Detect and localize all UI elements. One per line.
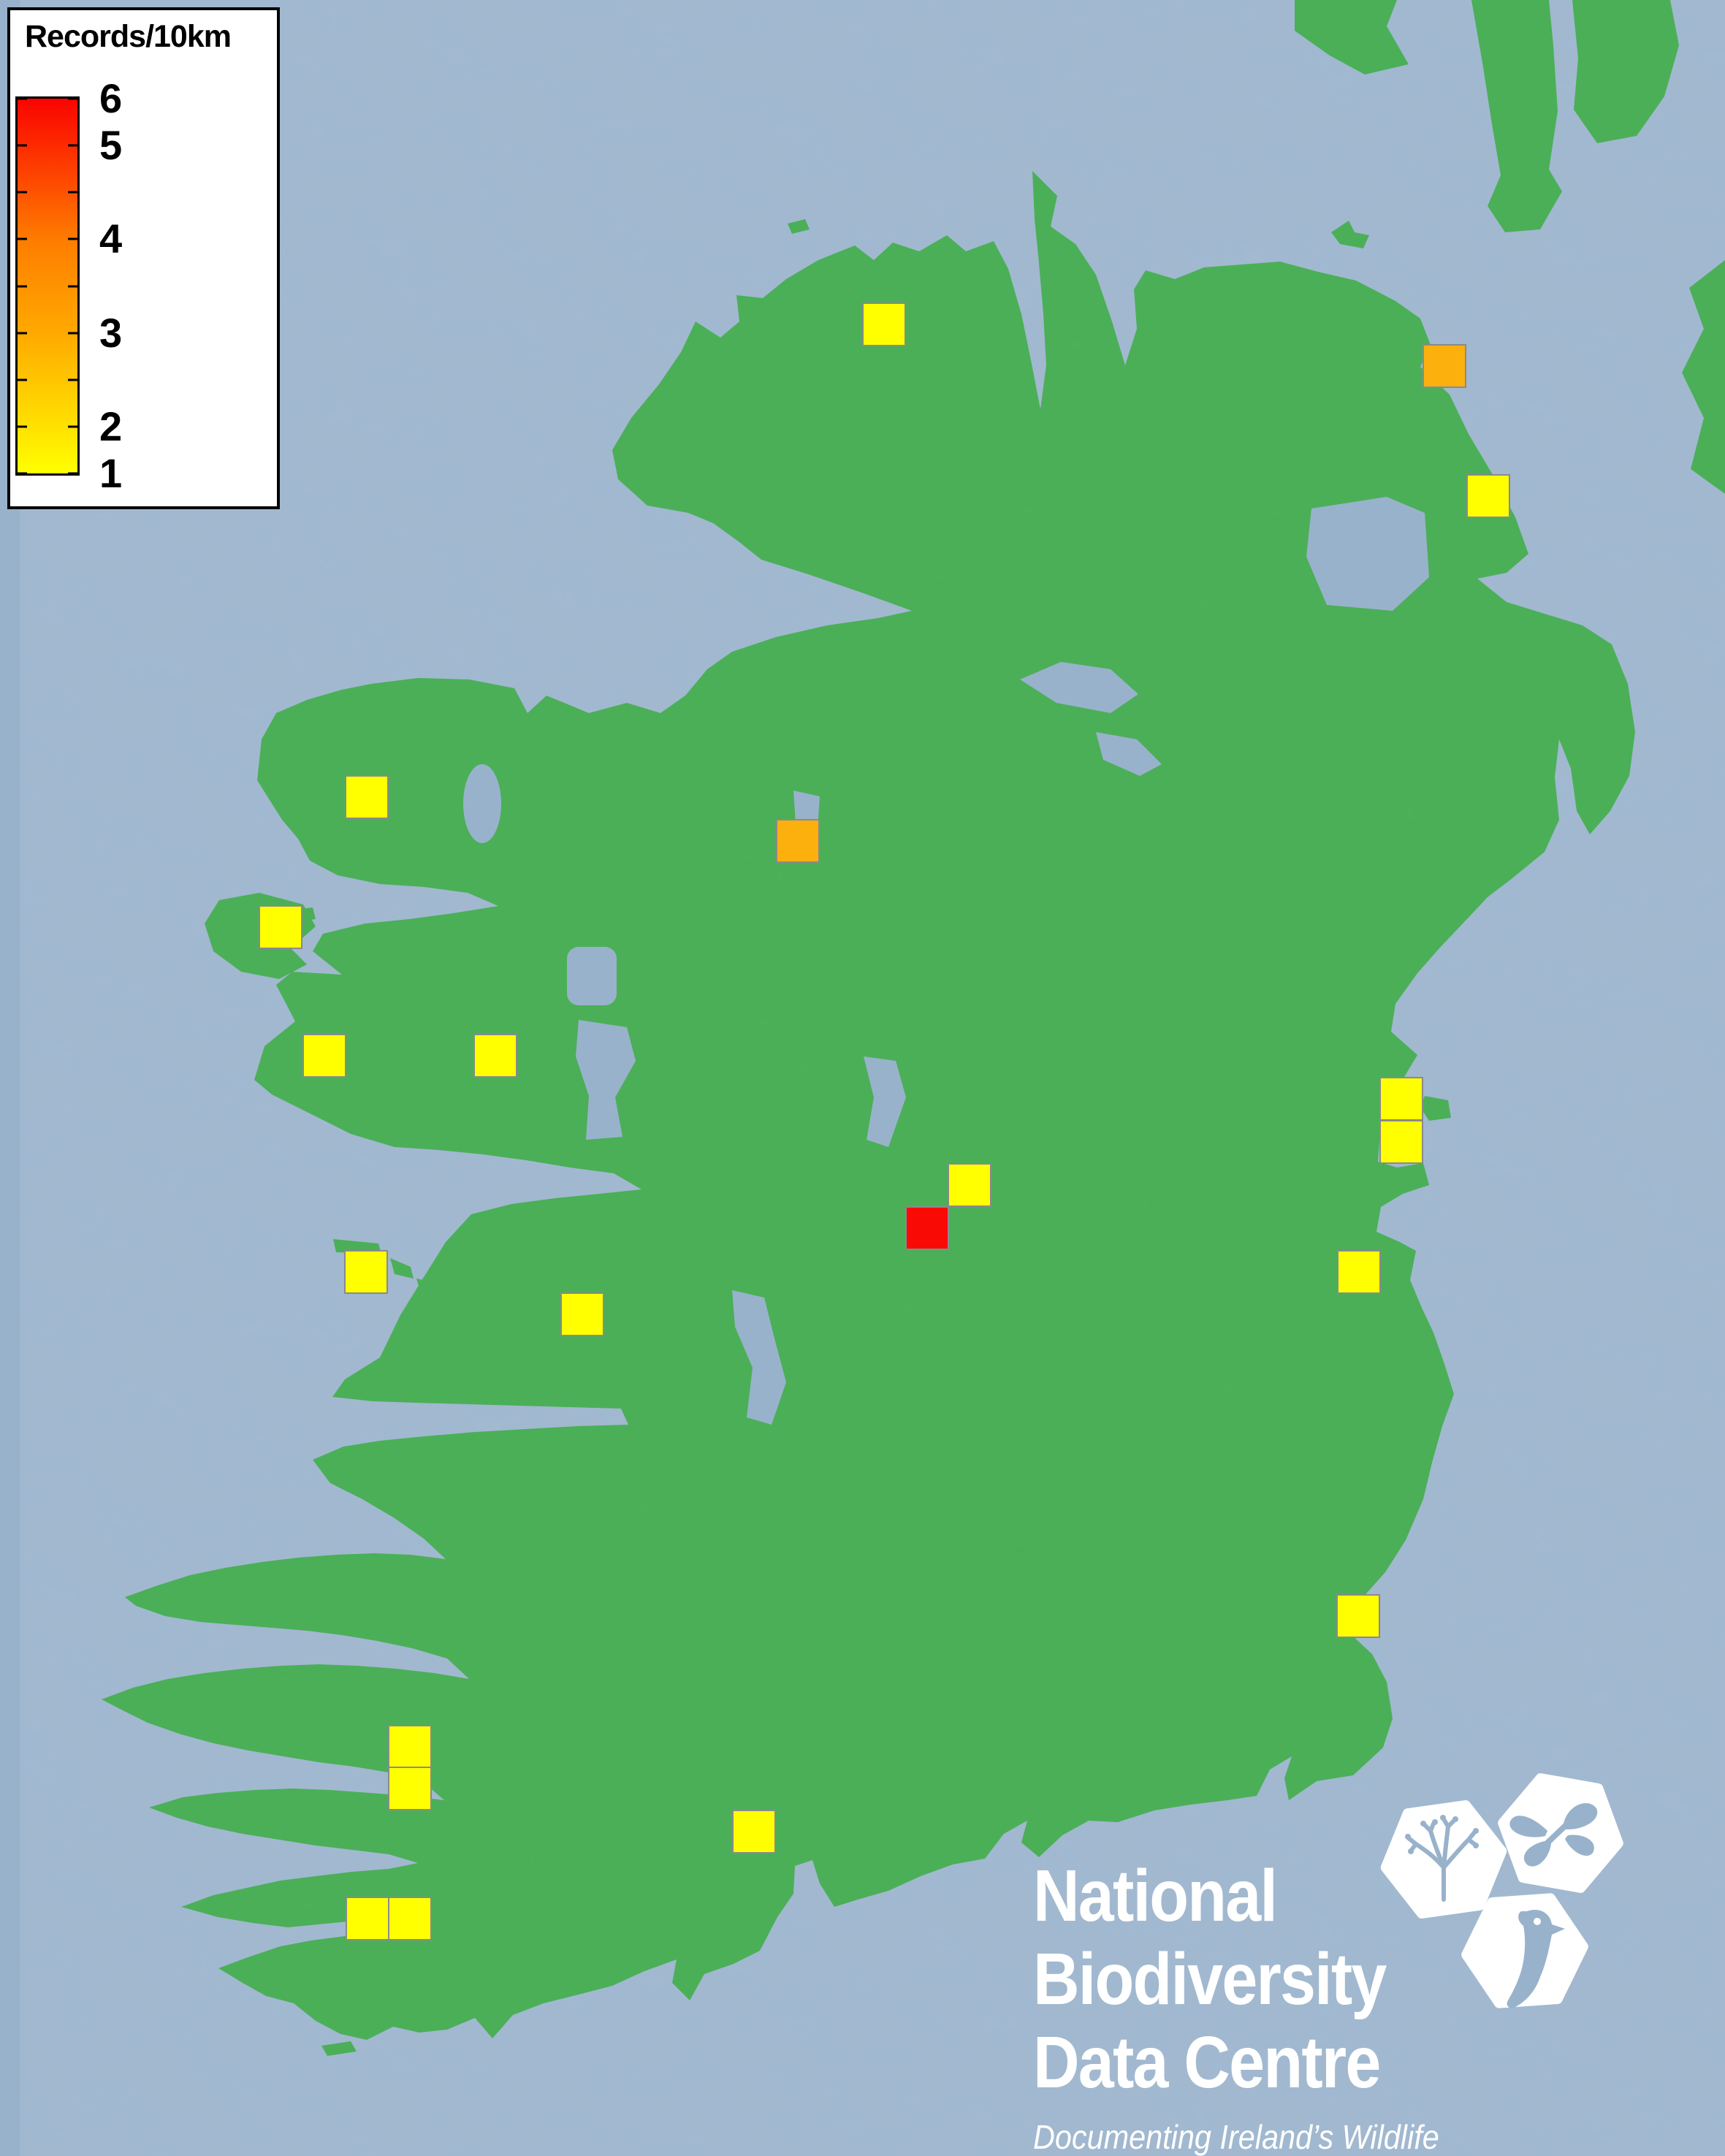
grid-square <box>388 1767 432 1810</box>
tree-icon <box>1405 1815 1479 1902</box>
grid-square <box>259 905 302 949</box>
grid-square <box>346 1897 389 1940</box>
grid-square <box>776 819 820 863</box>
grid-square <box>732 1810 776 1854</box>
legend-tick-label: 2 <box>99 403 123 449</box>
grid-square <box>1379 1120 1423 1164</box>
grid-square <box>862 302 906 346</box>
logo-line-1: National <box>1033 1855 1278 1937</box>
legend-tick-label: 4 <box>99 216 123 262</box>
grid-square <box>1423 344 1466 388</box>
grid-square <box>388 1897 432 1940</box>
butterfly-icon <box>1509 1802 1598 1867</box>
grid-square <box>1466 474 1510 518</box>
logo-tagline: Documenting Ireland’s Wildlife <box>1033 2118 1439 2156</box>
legend-tick-label: 3 <box>99 309 123 356</box>
grid-square <box>905 1206 949 1250</box>
grid-square <box>345 775 389 819</box>
logo-line-2: Biodiversity <box>1033 1938 1387 2020</box>
grid-square <box>1336 1594 1380 1638</box>
legend-tick-label: 6 <box>99 75 123 121</box>
legend-title: Records/10km <box>25 19 232 54</box>
logo-hexagons <box>1380 1773 1623 2008</box>
grid-square <box>344 1250 388 1294</box>
grid-square <box>388 1725 432 1769</box>
grid-square <box>560 1292 604 1336</box>
grid-square <box>473 1034 517 1078</box>
legend-tick-label: 1 <box>99 450 123 496</box>
record-grid-squares <box>259 302 1510 1940</box>
logo-line-3: Data Centre <box>1033 2022 1381 2103</box>
nbdc-logo: National Biodiversity Data Centre Docume… <box>1033 1854 1484 2156</box>
grid-square <box>1337 1250 1381 1294</box>
grid-square <box>948 1163 991 1207</box>
lakes <box>463 497 1429 1425</box>
grid-square <box>302 1034 346 1078</box>
grid-square <box>1379 1077 1423 1121</box>
legend-tick-label: 5 <box>99 122 123 169</box>
legend-gradient-bar <box>15 96 80 476</box>
seahorse-icon <box>1507 1910 1565 2008</box>
